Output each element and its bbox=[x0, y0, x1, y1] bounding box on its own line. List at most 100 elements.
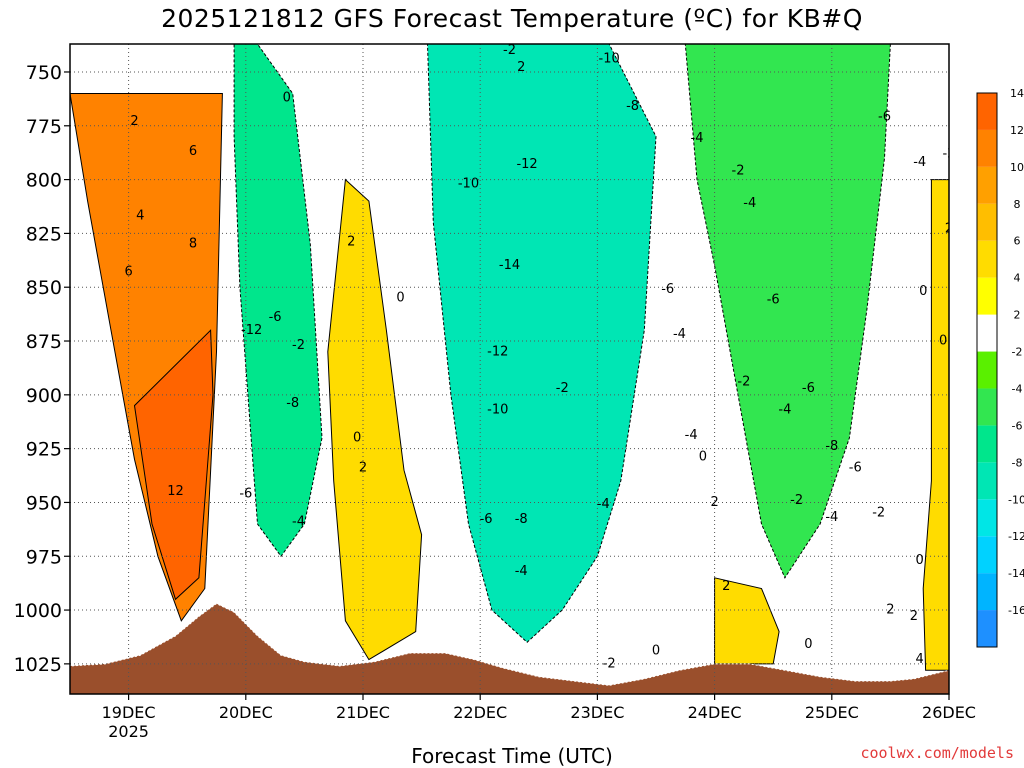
colorbar-swatch-10 bbox=[977, 240, 997, 278]
contour-label-13: 2 bbox=[347, 235, 355, 250]
colorbar-label-2: -12 bbox=[1008, 530, 1024, 543]
plot-layer: 2466812-12-6-2-8-6-402002-10-14-12-12-10… bbox=[70, 44, 956, 694]
contour-label-54: 2 bbox=[886, 603, 894, 618]
x-tick-label-6: 25DEC bbox=[805, 703, 859, 722]
chart-title: 2025121812 GFS Forecast Temperature (ºC)… bbox=[161, 4, 863, 33]
contour-label-33: -2 bbox=[732, 163, 745, 178]
colorbar-label-1: -14 bbox=[1008, 567, 1024, 580]
colorbar-swatch-11 bbox=[977, 203, 997, 241]
contour-label-2: 6 bbox=[124, 265, 132, 280]
colorbar-swatch-5 bbox=[977, 425, 997, 463]
contour-label-45: -4 bbox=[825, 510, 838, 525]
colorbar-label-11: 8 bbox=[1014, 198, 1021, 211]
contour-label-8: -2 bbox=[292, 338, 305, 353]
colorbar-label-7: -2 bbox=[1012, 346, 1023, 359]
contour-label-38: -4 bbox=[743, 196, 756, 211]
colorbar-swatch-4 bbox=[977, 462, 997, 500]
contour-label-31: -4 bbox=[685, 428, 698, 443]
colorbar-swatch-2 bbox=[977, 536, 997, 574]
colorbar-swatch-14 bbox=[977, 93, 997, 130]
y-tick-label-950: 950 bbox=[26, 492, 62, 514]
contour-label-24: -4 bbox=[515, 564, 528, 579]
contour-label-53: 0 bbox=[916, 553, 924, 568]
source-credit[interactable]: coolwx.com/models bbox=[860, 744, 1014, 762]
contour-label-7: -6 bbox=[269, 310, 282, 325]
colorbar-label-4: -8 bbox=[1012, 456, 1023, 469]
contour-label-23: -8 bbox=[515, 512, 528, 527]
x-tick-label-1: 20DEC bbox=[219, 703, 273, 722]
contour-label-37: -4 bbox=[597, 497, 610, 512]
x-tick-label-0: 19DEC bbox=[102, 703, 156, 722]
contour-label-25: -2 bbox=[556, 381, 569, 396]
y-tick-label-1025: 1025 bbox=[14, 654, 62, 676]
temperature-band-5 bbox=[684, 44, 891, 579]
contour-label-32: -4 bbox=[691, 131, 704, 146]
x-tick-label-5: 24DEC bbox=[688, 703, 742, 722]
temperature-band-1 bbox=[133, 329, 214, 601]
colorbar-label-8: 2 bbox=[1014, 309, 1021, 322]
contour-label-21: -10 bbox=[487, 402, 508, 417]
contour-label-12: 0 bbox=[283, 90, 291, 105]
contour-label-47: -6 bbox=[878, 110, 891, 125]
temperature-band-2 bbox=[233, 44, 323, 558]
y-tick-label-1000: 1000 bbox=[14, 600, 62, 622]
contour-label-39: -6 bbox=[767, 293, 780, 308]
x-tick-label-4: 23DEC bbox=[570, 703, 624, 722]
plot-frame bbox=[69, 43, 950, 695]
colorbar-label-14: 14 bbox=[1010, 87, 1024, 100]
contour-label-52: 0 bbox=[939, 334, 947, 349]
x-axis-title: Forecast Time (UTC) bbox=[411, 744, 613, 768]
contour-label-29: -6 bbox=[661, 282, 674, 297]
colorbar-label-10: 6 bbox=[1014, 235, 1021, 248]
contour-label-1: 4 bbox=[136, 209, 144, 224]
colorbar-swatch-3 bbox=[977, 499, 997, 537]
contour-label-40: -6 bbox=[802, 381, 815, 396]
contour-label-15: 0 bbox=[353, 430, 361, 445]
y-tick-label-800: 800 bbox=[26, 170, 62, 192]
contour-label-59: -2 bbox=[603, 656, 616, 671]
colorbar-label-13: 12 bbox=[1010, 124, 1024, 137]
contour-label-22: -6 bbox=[480, 512, 493, 527]
contour-label-3: 6 bbox=[189, 144, 197, 159]
colorbar-label-9: 4 bbox=[1014, 272, 1021, 285]
contour-label-58: 0 bbox=[804, 637, 812, 652]
y-tick-label-850: 850 bbox=[26, 277, 62, 299]
colorbar-label-3: -10 bbox=[1008, 493, 1024, 506]
contour-label-20: -12 bbox=[487, 344, 508, 359]
contour-label-49: -2 bbox=[943, 146, 956, 161]
x-tick-sublabel-0: 2025 bbox=[108, 722, 149, 741]
y-tick-label-875: 875 bbox=[26, 331, 62, 353]
colorbar-swatch-9 bbox=[977, 277, 997, 315]
contour-label-26: -10 bbox=[599, 52, 620, 67]
contour-label-6: -12 bbox=[241, 323, 262, 338]
contour-label-41: -4 bbox=[778, 402, 791, 417]
contour-label-43: -6 bbox=[849, 461, 862, 476]
x-tick-label-3: 22DEC bbox=[453, 703, 507, 722]
y-tick-label-825: 825 bbox=[26, 223, 62, 245]
y-tick-label-775: 775 bbox=[26, 116, 62, 138]
contour-label-42: -8 bbox=[825, 439, 838, 454]
contour-label-46: -2 bbox=[872, 506, 885, 521]
contour-label-61: 2 bbox=[517, 60, 525, 75]
colorbar-label-12: 10 bbox=[1010, 161, 1024, 174]
contour-label-30: -4 bbox=[673, 327, 686, 342]
contour-label-18: -14 bbox=[499, 258, 520, 273]
colorbar-label-5: -6 bbox=[1012, 419, 1023, 432]
contour-label-44: -2 bbox=[790, 493, 803, 508]
x-tick-label-2: 21DEC bbox=[336, 703, 390, 722]
temperature-band-3 bbox=[327, 178, 423, 661]
colorbar-frame bbox=[976, 92, 998, 648]
colorbar-swatch-6 bbox=[977, 388, 997, 426]
colorbar-swatch-0 bbox=[977, 610, 997, 647]
contour-label-48: -4 bbox=[913, 155, 926, 170]
colorbar-swatch-8 bbox=[977, 314, 997, 352]
colorbar-swatch-12 bbox=[977, 166, 997, 204]
y-tick-label-750: 750 bbox=[26, 62, 62, 84]
y-tick-label-900: 900 bbox=[26, 385, 62, 407]
contour-label-16: 2 bbox=[359, 461, 367, 476]
temperature-band-6 bbox=[714, 577, 780, 665]
contour-label-10: -6 bbox=[239, 486, 252, 501]
y-tick-label-975: 975 bbox=[26, 546, 62, 568]
